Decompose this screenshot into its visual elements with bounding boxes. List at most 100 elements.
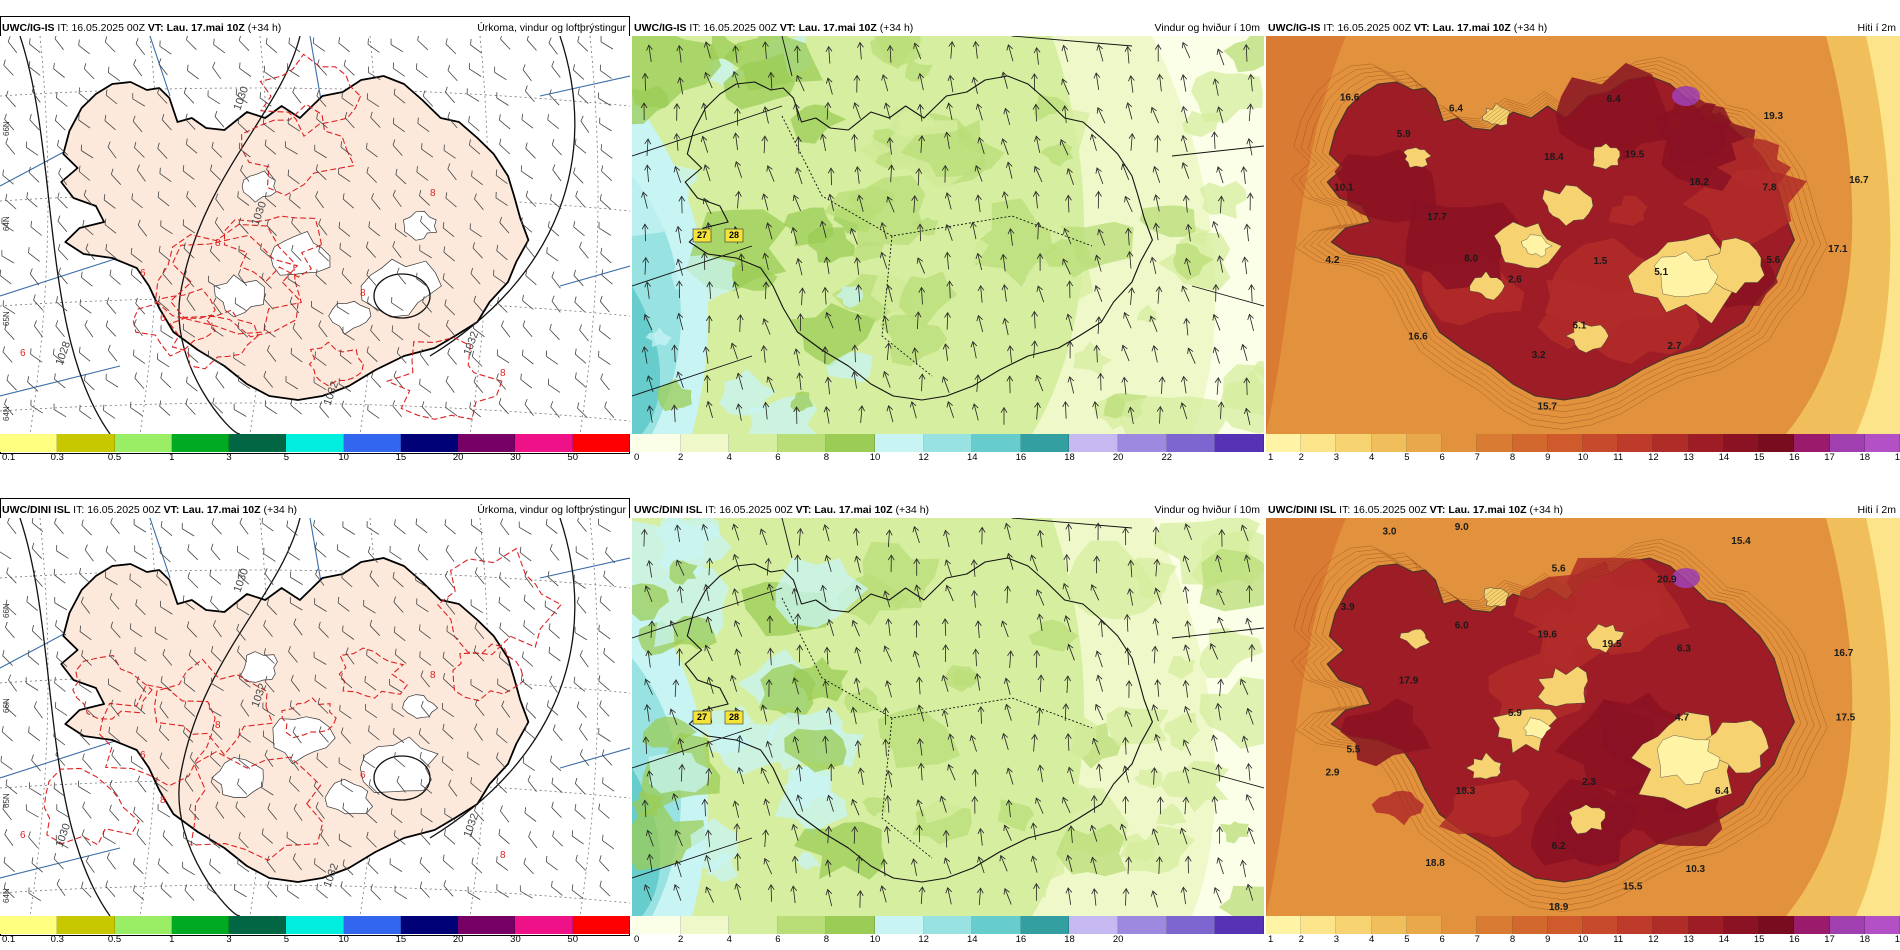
colorbar-tick-label: 15: [1753, 452, 1765, 463]
temperature-label: 18.4: [1544, 152, 1564, 163]
map-temp[interactable]: 3.0 9.0 15.4 5.6 20.9 3.9 6.0 19.6 19.5 6.3 16.7 17…: [1266, 518, 1900, 916]
colorbar-segment: [1829, 916, 1865, 934]
gust-label: 28: [729, 230, 739, 240]
precip-contour-label: 8: [430, 670, 436, 681]
it-value: 16.05.2025 00Z: [1337, 22, 1411, 34]
map-temp[interactable]: 16.6 6.4 6.4 19.3 5.9 18.4 19.5 18.2 7.8 16.7 10.1…: [1266, 36, 1900, 434]
panel-header: UWC/DINI ISL IT: 16.05.2025 00Z VT: Lau.…: [632, 502, 1264, 518]
temperature-label: 5.5: [1346, 745, 1360, 756]
temperature-label: 5.1: [1654, 267, 1668, 278]
it-label: IT:: [57, 22, 69, 34]
colorbar-segment: [1371, 434, 1407, 452]
colorbar-segment: [286, 434, 344, 452]
colorbar-segment: [1477, 916, 1513, 934]
colorbar-tick-label: 8: [823, 934, 830, 945]
temperature-label: 3.0: [1383, 527, 1397, 538]
temperature-label: 18.3: [1456, 786, 1476, 797]
colorbar-tick-label: 0.3: [50, 452, 64, 463]
colorbar-tick-label: 6: [775, 934, 781, 945]
map-svg: 27 28: [632, 36, 1264, 434]
colorbar-tick-label: 16: [1789, 452, 1800, 463]
colorbar-tick-label: 12: [918, 452, 929, 463]
colorbar-tick-label: 18: [1859, 934, 1871, 945]
colorbar-tick-label: 14: [1718, 452, 1730, 463]
colorbar-tick-label: 16: [1015, 452, 1027, 463]
colorbar-tick-label: 8: [823, 452, 830, 463]
colorbar-segment: [1266, 434, 1302, 452]
colorbar-tick-label: 30: [510, 452, 521, 463]
temperature-label: 5.9: [1397, 129, 1411, 140]
colorbar-segment: [1864, 916, 1900, 934]
colorbar-segment: [1759, 434, 1795, 452]
colorbar-segment: [1618, 916, 1654, 934]
colorbar-segment: [923, 434, 973, 452]
colorbar-segment: [1582, 916, 1619, 934]
precip-contour-label: 6: [20, 348, 26, 359]
latitude-label: 64N: [2, 406, 11, 421]
precip-contour-label: 6: [140, 268, 146, 279]
vt-value: Lau. 17.mai 10Z: [1448, 504, 1527, 516]
precip-contour-label: 8: [215, 720, 221, 731]
colorbar-segment: [114, 916, 172, 934]
temperature-label: 6.3: [1677, 643, 1691, 654]
vt-label: VT:: [1413, 22, 1430, 34]
colorbar-tick-label: 5: [1404, 452, 1410, 463]
colorbar-tick-label: 0: [634, 452, 640, 463]
colorbar-segment: [400, 434, 459, 452]
colorbar-tick-label: 10: [869, 934, 881, 945]
map-svg: 27 28: [632, 518, 1264, 916]
lead-time: (+34 h): [1529, 504, 1564, 516]
temperature-label: 6.1: [1573, 321, 1587, 332]
map-wind[interactable]: 27 28: [632, 518, 1264, 916]
panel-title: Úrkoma, vindur og loftþrýstingur: [477, 504, 626, 516]
colorbar-segment: [171, 916, 230, 934]
colorbar-segment: [57, 916, 115, 934]
colorbar-segment: [171, 434, 230, 452]
colorbar-tick-label: 4: [726, 452, 732, 463]
precip-contour-label: 6: [140, 750, 146, 761]
temperature-label: 5.6: [1552, 563, 1566, 574]
it-value: 16.05.2025 00Z: [703, 22, 777, 34]
colorbar-segment: [1069, 916, 1119, 934]
vt-label: VT:: [163, 504, 180, 516]
temperature-label: 1.5: [1593, 256, 1607, 267]
colorbar-segment: [1477, 434, 1513, 452]
temperature-label: 6.0: [1455, 620, 1469, 631]
it-label: IT:: [705, 504, 717, 516]
lead-time: (+34 h): [1513, 22, 1548, 34]
colorbar-tick-label: 18: [1064, 934, 1075, 945]
colorbar-tick-label: 17: [1824, 452, 1835, 463]
colorbar-segment: [515, 916, 573, 934]
map-precip[interactable]: 1030 1030 1032 1032 1028 8 8 8 6 6 8 6 66N 64N 65N 64N: [0, 36, 630, 434]
colorbar-tick-label: 0.1: [2, 452, 16, 463]
panel-header: UWC/DINI ISL IT: 16.05.2025 00Z VT: Lau.…: [0, 502, 630, 518]
colorbar-segment: [229, 916, 287, 934]
temperature-label: 4.2: [1326, 255, 1340, 266]
colorbar-segment: [114, 434, 172, 452]
colorbar-tick-label: 3: [1333, 934, 1340, 945]
it-value: 16.05.2025 00Z: [719, 504, 793, 516]
colorbar-tick-label: 5: [1404, 934, 1410, 945]
temperature-label: 2.7: [1668, 341, 1682, 352]
map-wind[interactable]: 27 28: [632, 36, 1264, 434]
colorbar-segment: [875, 916, 924, 934]
colorbar-tick-label: 50: [567, 452, 579, 463]
colorbar-tick-label: 3: [226, 452, 232, 463]
panel-header: UWC/IG-IS IT: 16.05.2025 00Z VT: Lau. 17…: [1266, 20, 1900, 36]
colorbar-ticks: 123456789101112131415161718192021: [1266, 934, 1900, 948]
colorbar-segment: [1582, 434, 1619, 452]
colorbar-tick-label: 12: [918, 934, 929, 945]
map-precip[interactable]: 1032 1030 1032 1032 1030 8 6 8 8 6 8 6 66N 66N 65N 64N: [0, 518, 630, 916]
colorbar-segment: [572, 434, 630, 452]
colorbar-segment: [1166, 434, 1216, 452]
colorbar-tick-label: 4: [726, 934, 732, 945]
temperature-label: 17.1: [1828, 244, 1848, 255]
colorbar-segment: [826, 434, 876, 452]
colorbar-segment: [1069, 434, 1119, 452]
colorbar-segment: [572, 916, 630, 934]
temperature-label: 17.9: [1399, 676, 1419, 687]
panel-title: Hiti í 2m: [1857, 504, 1896, 516]
latitude-label: 65N: [2, 793, 11, 808]
colorbar-tick-label: 30: [510, 934, 521, 945]
